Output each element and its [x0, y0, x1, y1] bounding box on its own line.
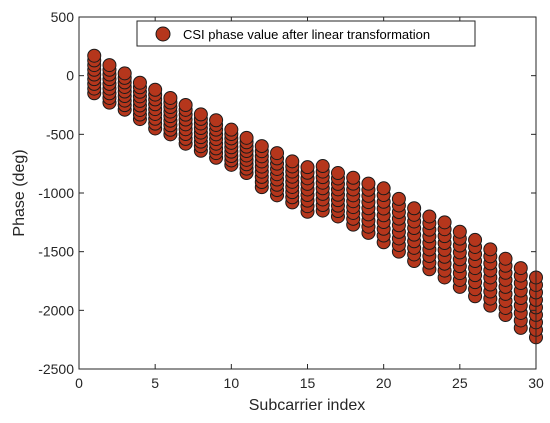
data-point: [132, 75, 147, 90]
y-tick-label: -2000: [38, 302, 74, 318]
data-point: [148, 82, 163, 97]
data-point: [452, 224, 467, 239]
data-point: [361, 176, 376, 191]
data-point: [391, 191, 406, 206]
legend-label: CSI phase value after linear transformat…: [183, 27, 430, 42]
data-point: [422, 209, 437, 224]
y-axis-label: Phase (deg): [11, 149, 28, 236]
data-point: [376, 181, 391, 196]
data-point: [178, 98, 193, 112]
data-point: [330, 166, 345, 181]
x-tick-label: 25: [452, 375, 468, 391]
legend-marker: [155, 26, 171, 42]
x-tick-label: 20: [376, 375, 392, 391]
data-points: [87, 48, 543, 345]
x-tick-label: 30: [528, 375, 544, 391]
data-point: [117, 66, 132, 81]
data-point: [209, 113, 224, 128]
data-point: [102, 58, 117, 73]
y-tick-label: -1500: [38, 244, 74, 260]
data-point: [468, 232, 483, 247]
data-point: [346, 170, 361, 185]
x-tick-label: 15: [300, 375, 316, 391]
data-point: [163, 90, 178, 105]
data-point: [239, 130, 254, 145]
data-point: [87, 48, 102, 63]
y-ticks: 500 0 -500 -1000 -1500 -2000 -2500: [38, 9, 536, 377]
data-point: [285, 154, 300, 169]
x-ticks: 0 5 10 15 20 25 30: [75, 17, 544, 391]
legend: CSI phase value after linear transformat…: [136, 20, 476, 47]
data-point: [483, 242, 498, 257]
x-tick-label: 0: [75, 375, 83, 391]
legend-box: [136, 20, 476, 47]
y-tick-label: 0: [66, 68, 74, 84]
x-tick-label: 5: [151, 375, 159, 391]
data-point: [224, 122, 239, 137]
y-tick-label: -2500: [38, 361, 74, 377]
x-axis-label: Subcarrier index: [249, 397, 366, 414]
data-point: [498, 251, 513, 266]
data-point: [513, 261, 528, 276]
x-tick-label: 10: [224, 375, 240, 391]
data-point: [300, 160, 315, 175]
y-tick-label: -1000: [38, 185, 74, 201]
data-point: [437, 215, 452, 230]
y-tick-label: -500: [46, 126, 74, 142]
data-point: [270, 146, 285, 161]
y-tick-label: 500: [51, 9, 75, 25]
data-point: [315, 159, 330, 174]
data-point: [254, 139, 269, 154]
data-point: [407, 201, 422, 216]
data-point: [193, 107, 208, 122]
